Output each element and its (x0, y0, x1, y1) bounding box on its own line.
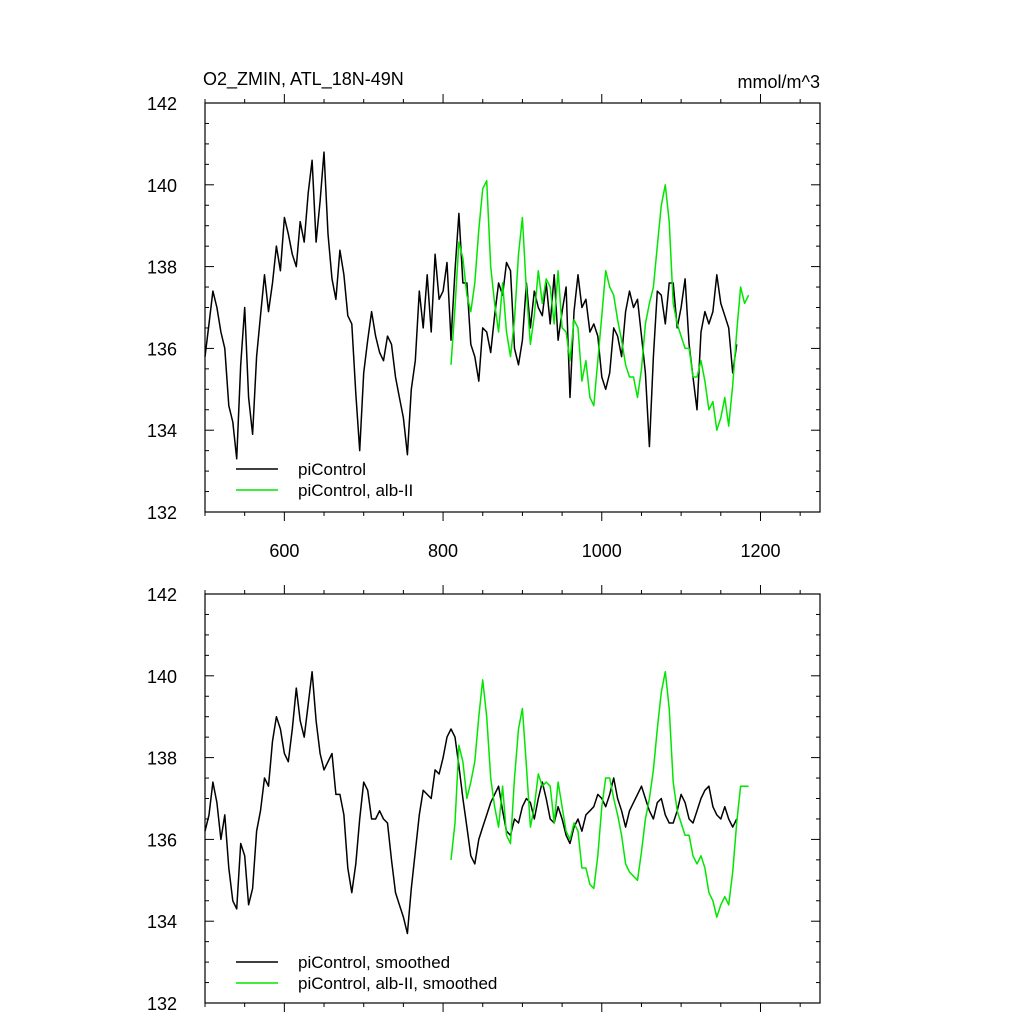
top-ticks: 132 134 136 138 140 142 600 800 1000 1200 (147, 94, 820, 561)
bottom-ticks: 132 134 136 138 140 142 (147, 585, 820, 1014)
units-label: mmol/m^3 (738, 72, 820, 92)
legend-label-picontrol-smoothed: piControl, smoothed (298, 953, 450, 972)
y-tick-label: 136 (147, 830, 177, 850)
legend-label-picontrol: piControl (298, 460, 366, 479)
y-tick-label: 132 (147, 994, 177, 1014)
y-tick-label: 134 (147, 912, 177, 932)
top-legend: piControl piControl, alb-II (236, 460, 413, 500)
bottom-panel: 132 134 136 138 140 142 piControl, smoothed p… (147, 585, 821, 1014)
y-tick-label: 142 (147, 585, 177, 605)
legend-label-picontrol-alb-ii: piControl, alb-II (298, 481, 413, 500)
x-tick-label: 1000 (582, 541, 622, 561)
top-panel: O2_ZMIN, ATL_18N-49N mmol/m^3 1321341361… (147, 69, 821, 561)
series-line-picontrol-alb-ii-smoothed (450, 670, 749, 918)
legend-label-picontrol-alb-ii-smoothed: piControl, alb-II, smoothed (298, 974, 497, 993)
y-tick-label: 132 (147, 503, 177, 523)
y-tick-label: 136 (147, 339, 177, 359)
y-tick-label: 140 (147, 667, 177, 687)
bottom-series-lines (204, 670, 749, 935)
x-tick-label: 600 (269, 541, 299, 561)
x-tick-label: 1200 (740, 541, 780, 561)
series-line-picontrol (204, 151, 738, 460)
y-tick-label: 140 (147, 176, 177, 196)
y-tick-label: 134 (147, 421, 177, 441)
y-tick-label: 138 (147, 258, 177, 278)
y-tick-label: 138 (147, 749, 177, 769)
y-tick-label: 142 (147, 94, 177, 114)
bottom-legend: piControl, smoothed piControl, alb-II, s… (236, 953, 497, 993)
top-series-lines (204, 151, 750, 460)
series-line-picontrol-smoothed (204, 670, 738, 935)
x-tick-label: 800 (428, 541, 458, 561)
chart-title: O2_ZMIN, ATL_18N-49N (203, 69, 404, 90)
series-line-picontrol-alb-ii (450, 179, 750, 431)
